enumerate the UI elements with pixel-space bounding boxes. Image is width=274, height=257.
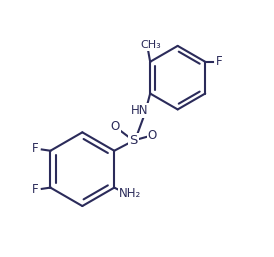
Text: F: F (32, 183, 38, 196)
Text: CH₃: CH₃ (140, 40, 161, 50)
Text: F: F (32, 142, 38, 155)
Text: S: S (129, 134, 138, 147)
Text: O: O (148, 130, 157, 142)
Text: O: O (110, 120, 120, 133)
Text: F: F (216, 55, 223, 68)
Text: NH₂: NH₂ (119, 187, 141, 200)
Text: HN: HN (130, 104, 148, 117)
